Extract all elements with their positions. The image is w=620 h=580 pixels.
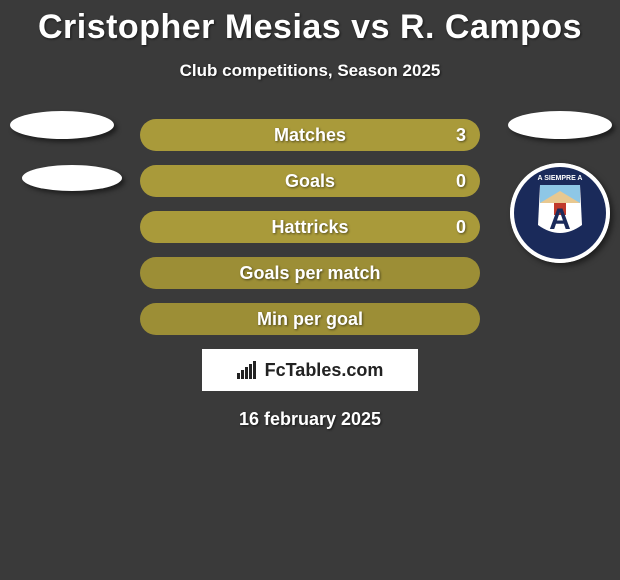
team-badge-icon: A SIEMPRE A A [510, 163, 610, 263]
stat-bar-min-per-goal: Min per goal [140, 303, 480, 335]
stat-bar-matches: Matches 3 [140, 119, 480, 151]
player-b-avatar-placeholder [508, 111, 612, 139]
page-title: Cristopher Mesias vs R. Campos [0, 0, 620, 47]
stat-bar-label: Hattricks [140, 211, 480, 243]
stat-bar-value: 0 [456, 165, 466, 197]
stat-bar-goals: Goals 0 [140, 165, 480, 197]
stat-bar-label: Matches [140, 119, 480, 151]
stat-bar-value: 3 [456, 119, 466, 151]
brand-bars-icon [237, 361, 259, 379]
page-subtitle: Club competitions, Season 2025 [0, 61, 620, 81]
svg-text:A SIEMPRE A: A SIEMPRE A [538, 175, 583, 182]
team-badge: A SIEMPRE A A [510, 163, 610, 263]
date-text: 16 february 2025 [10, 409, 610, 430]
player-a-avatar-placeholder-2 [22, 165, 122, 191]
stat-bar-hattricks: Hattricks 0 [140, 211, 480, 243]
stat-bars: Matches 3 Goals 0 Hattricks 0 Goals per … [140, 119, 480, 335]
stat-bar-label: Goals per match [140, 257, 480, 289]
brand-badge: FcTables.com [202, 349, 418, 391]
stat-bar-goals-per-match: Goals per match [140, 257, 480, 289]
stat-bar-value: 0 [456, 211, 466, 243]
stat-bar-label: Goals [140, 165, 480, 197]
stat-bar-label: Min per goal [140, 303, 480, 335]
player-a-avatar-placeholder-1 [10, 111, 114, 139]
comparison-chart: A SIEMPRE A A Matches 3 Goals 0 Hattrick… [0, 119, 620, 430]
svg-text:A: A [549, 203, 571, 236]
brand-text: FcTables.com [265, 360, 384, 381]
